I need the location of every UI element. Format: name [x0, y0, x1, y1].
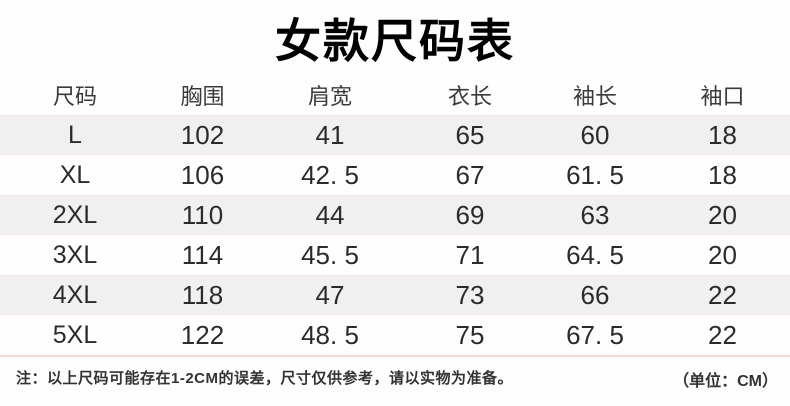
- value-cell: 122: [180, 319, 225, 350]
- header-cell-4: 袖长: [572, 84, 617, 109]
- header-cell-2: 肩宽: [307, 84, 352, 109]
- value-cell: 44: [315, 199, 345, 230]
- value-cell: 61. 5: [566, 159, 624, 190]
- table-header-row: 尺码 胸围 肩宽 衣长 袖长 袖口: [0, 75, 790, 115]
- value-cell: 65: [455, 119, 485, 150]
- value-cell: 18: [708, 119, 737, 150]
- value-cell: 42. 5: [301, 159, 359, 190]
- value-cell: 69: [455, 199, 485, 230]
- value-cell: 22: [708, 279, 737, 310]
- value-cell: 102: [180, 119, 225, 150]
- value-cell: 73: [455, 279, 485, 310]
- value-cell: 66: [580, 279, 610, 310]
- value-cell: 118: [181, 279, 224, 310]
- value-cell: 67: [455, 159, 485, 190]
- value-cell: 110: [181, 199, 224, 230]
- value-cell: 47: [315, 279, 345, 310]
- header-cell-1: 胸围: [180, 84, 225, 109]
- value-cell: 75: [455, 319, 485, 350]
- value-cell: 20: [708, 199, 737, 230]
- table-row-5XL: 5XL 122 48. 5 75 67. 5 22: [0, 315, 790, 355]
- value-cell: 41: [315, 119, 345, 150]
- value-cell: 63: [580, 199, 610, 230]
- size-cell: 5XL: [52, 320, 98, 349]
- value-cell: 20: [708, 239, 737, 270]
- table-row-3XL: 3XL 114 45. 5 71 64. 5 20: [0, 235, 790, 275]
- table-row-2XL: 2XL 110 44 69 63 20: [0, 195, 790, 235]
- size-cell: 4XL: [52, 280, 98, 309]
- page-title: 女款尺码表: [275, 14, 515, 67]
- value-cell: 71: [455, 239, 485, 270]
- header-cell-0: 尺码: [52, 84, 97, 109]
- size-cell: 2XL: [52, 200, 98, 229]
- value-cell: 106: [180, 159, 225, 190]
- value-cell: 22: [708, 319, 737, 350]
- footer: 注：以上尺码可能存在1-2CM的误差，尺寸仅供参考，请以实物为准备。 （单位：C…: [0, 355, 790, 406]
- value-cell: 64. 5: [566, 239, 624, 270]
- value-cell: 18: [708, 159, 737, 190]
- value-cell: 48. 5: [301, 319, 359, 350]
- value-cell: 114: [181, 239, 224, 270]
- size-cell: 3XL: [52, 240, 98, 269]
- table-row-4XL: 4XL 118 47 73 66 22: [0, 275, 790, 315]
- header-cell-5: 袖口: [700, 84, 745, 109]
- value-cell: 60: [580, 119, 610, 150]
- note-text: 注：以上尺码可能存在1-2CM的误差，尺寸仅供参考，请以实物为准备。: [16, 370, 514, 387]
- table-row-L: L 102 41 65 60 18: [0, 115, 790, 155]
- value-cell: 45. 5: [301, 239, 359, 270]
- size-cell: L: [68, 120, 82, 149]
- header-cell-3: 衣长: [447, 84, 492, 109]
- size-cell: XL: [59, 160, 91, 189]
- table-row-XL: XL 106 42. 5 67 61. 5 18: [0, 155, 790, 195]
- unit-text: （单位：CM）: [673, 373, 778, 390]
- value-cell: 67. 5: [566, 319, 624, 350]
- table-body: L 102 41 65 60 18 XL 106 42. 5 67 61. 5 18 2XL 110 44 6…: [0, 115, 790, 355]
